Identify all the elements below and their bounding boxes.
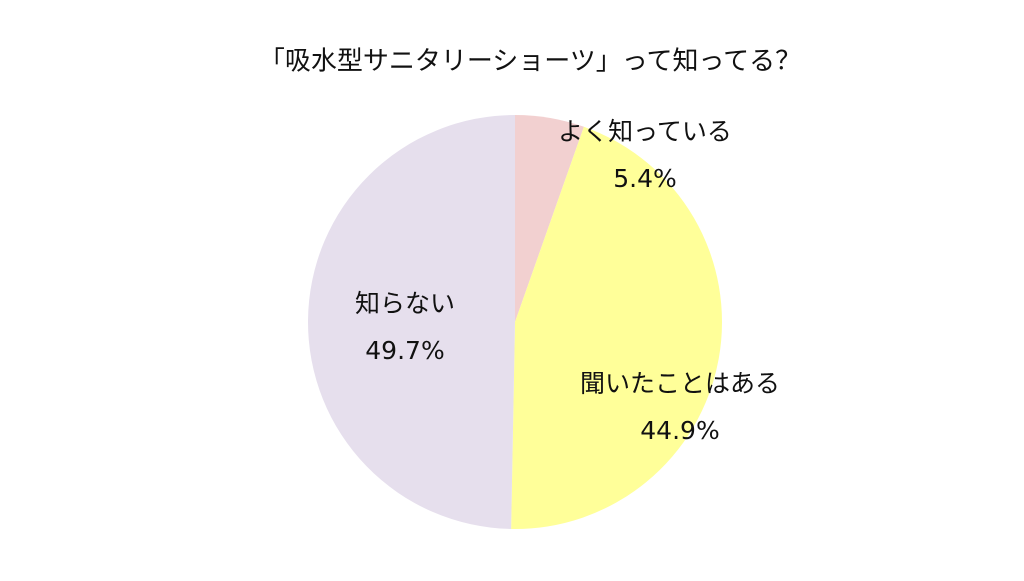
chart-title: 「吸水型サニタリーショーツ」って知ってる？ — [259, 47, 801, 77]
pie-slice — [307, 115, 515, 529]
slice-value-label: 5.4% — [613, 164, 677, 193]
slice-value-label: 44.9% — [640, 416, 719, 445]
pie-slice — [515, 115, 584, 322]
slice-label: よく知っている — [558, 117, 732, 146]
slice-label: 知らない — [355, 289, 455, 318]
pie-slice — [511, 126, 722, 529]
slice-label: 聞いたことはある — [580, 369, 780, 398]
slice-value-label: 49.7% — [365, 336, 444, 365]
